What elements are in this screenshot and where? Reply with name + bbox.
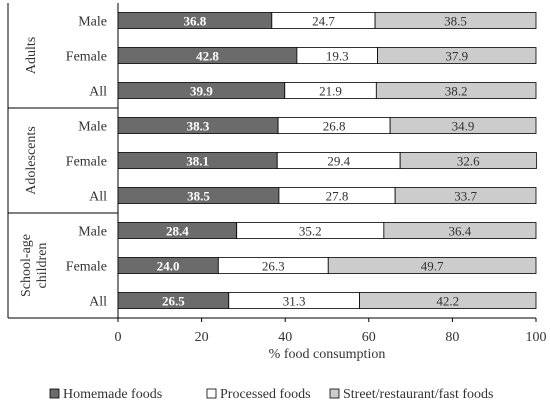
bar-segment-street [377, 47, 537, 64]
data-label: 31.3 [283, 294, 306, 309]
legend-swatch [49, 388, 60, 399]
data-label: 24.7 [312, 14, 335, 29]
data-label: 24.0 [157, 259, 180, 274]
data-label: 26.8 [323, 119, 346, 134]
legend-entry: Street/restaurant/fast foods [343, 387, 493, 402]
data-label: 29.4 [327, 154, 350, 169]
data-label: 26.3 [262, 259, 285, 274]
category-label: Female [66, 155, 107, 170]
bar-segment-street [399, 152, 537, 169]
category-label: Female [66, 260, 107, 275]
data-label: 38.3 [187, 119, 210, 134]
x-tick-label: 80 [445, 330, 459, 345]
data-label: 38.5 [444, 14, 467, 29]
x-tick-label: 0 [115, 330, 122, 345]
data-label: 21.9 [319, 84, 342, 99]
data-label: 26.5 [162, 294, 185, 309]
category-label: All [89, 85, 107, 100]
data-label: 27.8 [326, 189, 349, 204]
x-tick-label: 40 [278, 330, 292, 345]
data-label: 19.3 [326, 49, 349, 64]
data-label: 28.4 [166, 224, 189, 239]
bar-segment-street [359, 292, 537, 309]
x-tick-label: 60 [362, 330, 376, 345]
data-label: 42.2 [436, 294, 459, 309]
data-label: 37.9 [445, 49, 468, 64]
x-axis-title: % food consumption [269, 347, 386, 362]
group-label: Adolescents [24, 126, 39, 194]
data-label: 42.8 [196, 49, 219, 64]
bar-segment-street [374, 12, 537, 29]
bar-segment-street [394, 187, 537, 204]
bar-segment-street [327, 257, 537, 274]
data-label: 38.2 [445, 84, 468, 99]
category-label: Female [66, 50, 107, 65]
x-tick-label: 100 [526, 330, 547, 345]
legend-swatch [329, 388, 340, 399]
category-label: All [89, 295, 107, 310]
data-label: 33.7 [454, 189, 477, 204]
data-label: 34.9 [452, 119, 475, 134]
category-label: All [89, 190, 107, 205]
data-label: 39.9 [190, 84, 213, 99]
group-label: School-agechildren [19, 234, 50, 297]
data-label: 49.7 [421, 259, 444, 274]
bar-segment-street [375, 82, 537, 99]
data-label: 32.6 [457, 154, 480, 169]
data-label: 36.4 [449, 224, 472, 239]
data-label: 36.8 [184, 14, 207, 29]
bar-segment-street [383, 222, 537, 239]
legend-swatch [206, 388, 217, 399]
group-label: Adults [24, 37, 39, 74]
legend-entry: Homemade foods [63, 387, 162, 402]
category-label: Male [78, 15, 107, 30]
data-label: 35.2 [299, 224, 322, 239]
category-label: Male [78, 225, 107, 240]
x-tick-label: 20 [195, 330, 209, 345]
legend-entry: Processed foods [220, 387, 311, 402]
category-label: Male [78, 120, 107, 135]
data-label: 38.5 [187, 189, 210, 204]
data-label: 38.1 [186, 154, 209, 169]
bar-segment-street [389, 117, 537, 134]
